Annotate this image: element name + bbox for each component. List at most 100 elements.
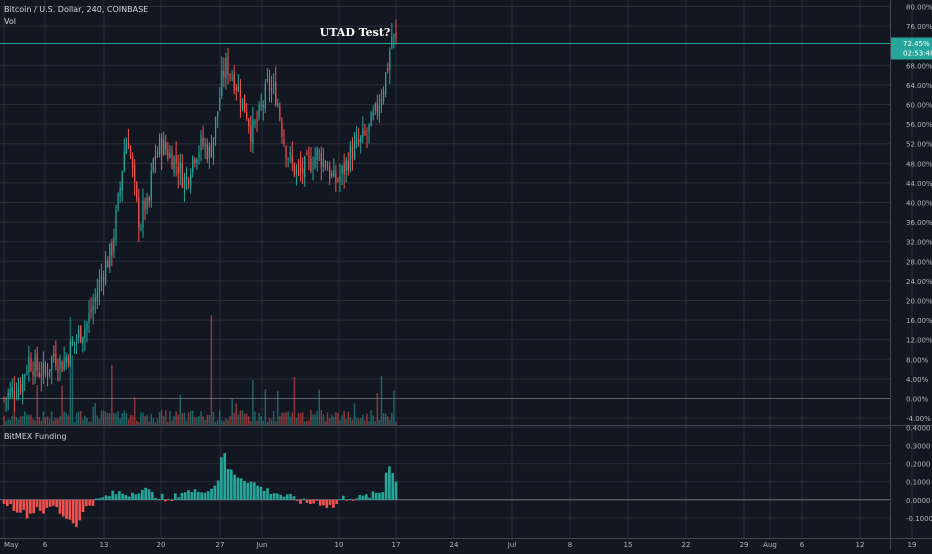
funding-axis: 0.4000 0.3000 0.2000 0.1000 0.0000 -0.1000	[906, 424, 932, 523]
volume-bar	[289, 416, 291, 425]
funding-bar	[338, 499, 342, 501]
volume-bar	[171, 420, 173, 425]
volume-bar	[301, 412, 304, 425]
funding-bar	[305, 499, 309, 503]
candle-body	[167, 150, 169, 159]
funding-bar	[114, 494, 118, 500]
funding-bar	[371, 491, 375, 500]
funding-bar	[180, 492, 184, 500]
funding-bar	[147, 489, 151, 500]
candle-body	[123, 151, 125, 171]
funding-bar	[328, 499, 332, 505]
candle-body	[9, 389, 11, 396]
candle-body	[233, 74, 235, 91]
volume-bar	[80, 411, 82, 425]
candle-body	[281, 121, 283, 137]
price-tick-label: 32.00%	[906, 239, 932, 247]
volume-bar	[131, 415, 134, 425]
volume-bar	[202, 416, 204, 425]
time-tick-label: 8	[568, 541, 572, 549]
candle-body	[366, 134, 368, 136]
funding-bar	[272, 493, 276, 500]
volume-bars	[3, 315, 397, 425]
candle-body	[117, 193, 119, 210]
candle-body	[395, 32, 397, 40]
volume-bar	[204, 419, 206, 425]
candle-body	[353, 142, 356, 159]
candle-body	[119, 187, 121, 196]
candle-body	[387, 69, 389, 72]
funding-bar	[48, 499, 52, 507]
candle-body	[92, 305, 94, 311]
candle-body	[34, 355, 36, 377]
volume-bar	[46, 416, 49, 425]
volume-bar	[61, 385, 63, 425]
candle-body	[46, 372, 49, 376]
volume-bar	[183, 412, 186, 425]
funding-bar	[256, 485, 259, 500]
funding-bar	[302, 498, 306, 500]
candle-body	[175, 155, 177, 164]
candle-body	[53, 353, 55, 356]
volume-bar	[378, 419, 381, 425]
funding-bar	[134, 494, 138, 500]
funding-bar	[173, 493, 177, 500]
candle-body	[150, 170, 152, 201]
candle-body	[285, 146, 287, 159]
time-tick-label: 22	[682, 541, 691, 549]
candle-body	[187, 179, 190, 185]
volume-bar	[98, 418, 101, 425]
candle-body	[165, 141, 167, 151]
candle-body	[314, 157, 316, 168]
candle-body	[152, 158, 154, 172]
funding-bar	[35, 499, 39, 508]
funding-bar	[332, 499, 335, 508]
volume-bar	[227, 419, 229, 425]
candle-body	[308, 156, 310, 158]
funding-bar	[292, 496, 296, 500]
candle-body	[283, 139, 285, 145]
volume-bar	[252, 380, 254, 425]
volume-bar	[274, 420, 277, 425]
candle-body	[185, 177, 188, 180]
volume-bar	[11, 415, 14, 425]
candle-body	[38, 372, 40, 377]
funding-bar	[78, 499, 82, 521]
time-tick-label: 19	[908, 541, 917, 549]
funding-bar	[91, 499, 95, 506]
candle-body	[221, 70, 223, 96]
candle-body	[80, 326, 82, 343]
candle-body	[204, 144, 206, 147]
funding-bar	[75, 499, 78, 528]
funding-bar	[249, 481, 253, 500]
volume-bar	[357, 419, 360, 425]
funding-bar	[203, 492, 207, 500]
funding-bar	[32, 499, 35, 514]
funding-bar	[15, 499, 19, 513]
funding-bar	[52, 499, 55, 506]
time-tick-label: Aug	[763, 541, 777, 549]
funding-bar	[341, 495, 345, 500]
volume-bar	[138, 421, 140, 425]
candle-body	[362, 128, 364, 138]
price-axis: 80.00% 76.00% 68.00% 64.00% 60.00% 56.00% 52.0…	[906, 4, 932, 424]
volume-bar	[237, 414, 240, 425]
funding-bar	[368, 497, 371, 500]
funding-bar	[309, 499, 312, 505]
funding-bar	[29, 499, 32, 514]
candle-body	[82, 337, 84, 344]
funding-bar	[276, 493, 279, 500]
funding-bar	[42, 499, 45, 514]
candle-body	[169, 152, 171, 158]
funding-bar	[5, 499, 9, 507]
funding-bar	[229, 469, 233, 500]
candle-body	[154, 155, 157, 160]
volume-bar	[314, 414, 316, 425]
volume-bar	[140, 412, 142, 425]
volume-bar	[167, 421, 169, 425]
candle-body	[370, 112, 372, 126]
grid-lines	[0, 0, 913, 538]
volume-bar	[73, 421, 76, 425]
